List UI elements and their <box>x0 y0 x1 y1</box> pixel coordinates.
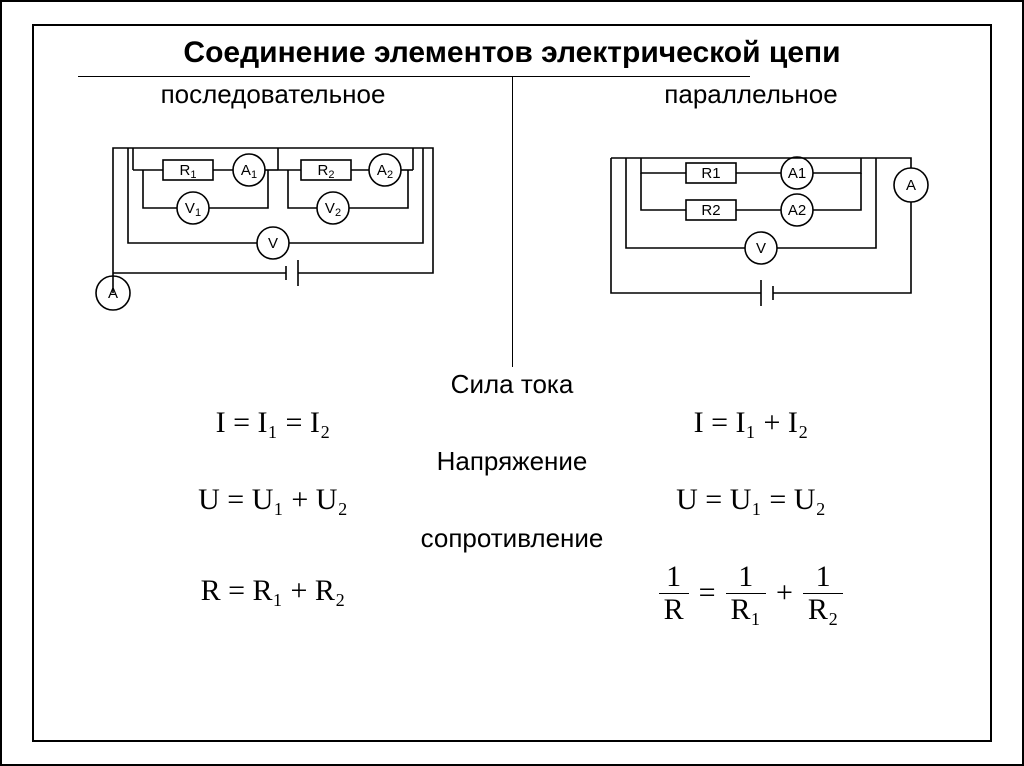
resistance-label: сопротивление <box>34 523 990 554</box>
voltage-label: Напряжение <box>34 446 990 477</box>
resistance-formula-row: R = R₁ + R₂ 1R = 1R₁ + 1R₂ <box>34 560 990 625</box>
svg-text:R1: R1 <box>180 162 197 181</box>
series-voltage-formula: U = U₁ + U₂ <box>34 483 512 517</box>
parallel-voltage-formula: U = U₁ = U₂ <box>512 483 990 517</box>
svg-text:V1: V1 <box>185 200 201 219</box>
series-column: последовательное <box>34 77 512 367</box>
parallel-resistance-formula: 1R = 1R₁ + 1R₂ <box>512 560 990 625</box>
svg-text:A2: A2 <box>788 202 806 219</box>
voltage-formula-row: U = U₁ + U₂ U = U₁ = U₂ <box>34 483 990 517</box>
svg-text:A: A <box>108 285 118 302</box>
parallel-current-formula: I = I₁ + I₂ <box>512 406 990 440</box>
svg-text:A2: A2 <box>377 162 393 181</box>
outer-frame: Соединение элементов электрической цепи … <box>0 0 1024 766</box>
columns-container: последовательное <box>34 77 990 367</box>
svg-text:V: V <box>268 235 278 252</box>
svg-text:V2: V2 <box>325 200 341 219</box>
svg-text:A1: A1 <box>241 162 257 181</box>
current-formula-row: I = I₁ = I₂ I = I₁ + I₂ <box>34 406 990 440</box>
svg-text:A1: A1 <box>788 165 806 182</box>
diagram-title: Соединение элементов электрической цепи <box>34 36 990 70</box>
inner-frame: Соединение элементов электрической цепи … <box>32 24 992 742</box>
svg-text:R2: R2 <box>318 162 335 181</box>
series-current-formula: I = I₁ = I₂ <box>34 406 512 440</box>
series-circuit-diagram: R1 A1 R2 A2 V1 V2 V A <box>73 118 473 338</box>
parallel-heading: параллельное <box>512 79 990 110</box>
svg-text:R1: R1 <box>701 165 720 182</box>
series-heading: последовательное <box>34 79 512 110</box>
series-resistance-formula: R = R₁ + R₂ <box>34 560 512 625</box>
parallel-circuit-diagram: R1 A1 R2 A2 V A <box>551 118 951 338</box>
current-label: Сила тока <box>34 369 990 400</box>
parallel-column: параллельное <box>512 77 990 367</box>
svg-text:A: A <box>906 177 916 194</box>
svg-text:V: V <box>756 240 766 257</box>
svg-text:R2: R2 <box>701 202 720 219</box>
